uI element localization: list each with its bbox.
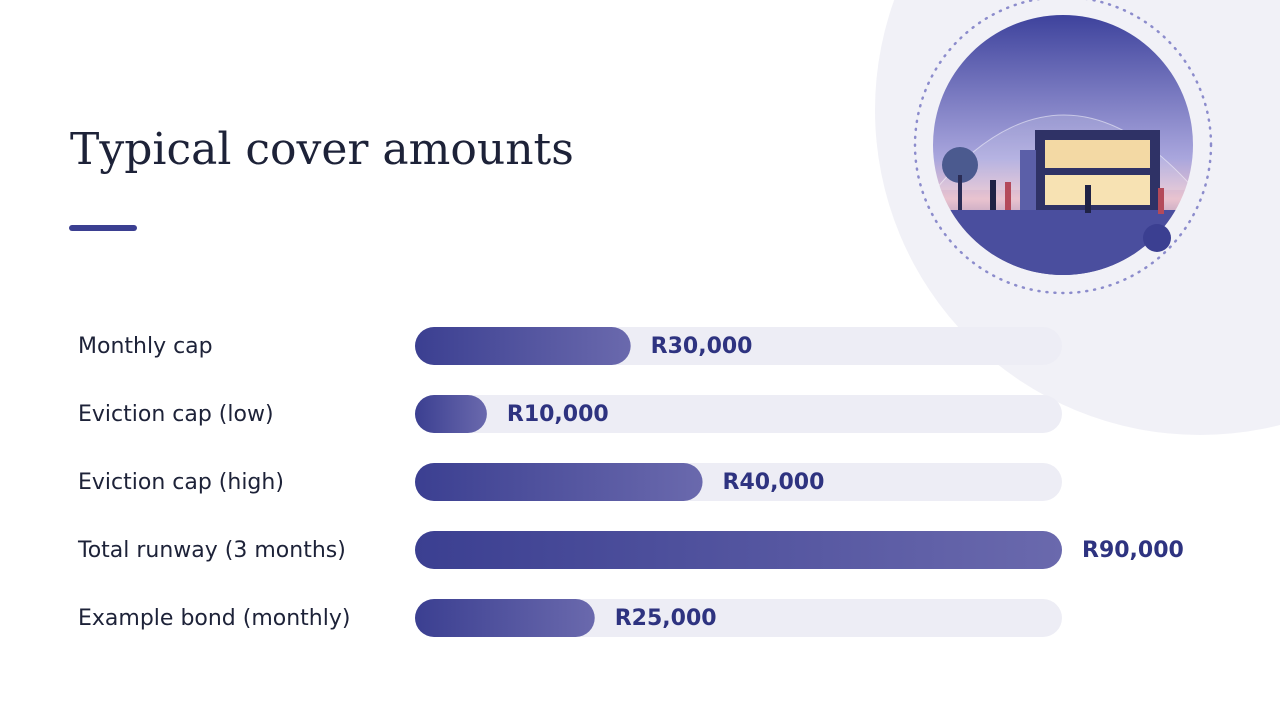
value-label: R90,000 <box>1082 538 1184 563</box>
title-underline <box>69 225 137 231</box>
category-label: Eviction cap (low) <box>78 402 274 427</box>
chart-title: Typical cover amounts <box>70 124 574 175</box>
bar <box>415 327 631 365</box>
bar <box>415 395 487 433</box>
category-label: Eviction cap (high) <box>78 470 284 495</box>
category-label: Total runway (3 months) <box>77 538 346 563</box>
value-label: R40,000 <box>723 470 825 495</box>
bar <box>415 463 703 501</box>
category-label: Example bond (monthly) <box>78 606 350 631</box>
value-label: R30,000 <box>651 334 753 359</box>
value-label: R25,000 <box>615 606 717 631</box>
bar <box>415 599 595 637</box>
bar-track <box>415 395 1062 433</box>
dotted-ring <box>913 0 1213 295</box>
category-label: Monthly cap <box>78 334 213 359</box>
accent-dot <box>1143 224 1171 252</box>
bar <box>415 531 1062 569</box>
value-label: R10,000 <box>507 402 609 427</box>
